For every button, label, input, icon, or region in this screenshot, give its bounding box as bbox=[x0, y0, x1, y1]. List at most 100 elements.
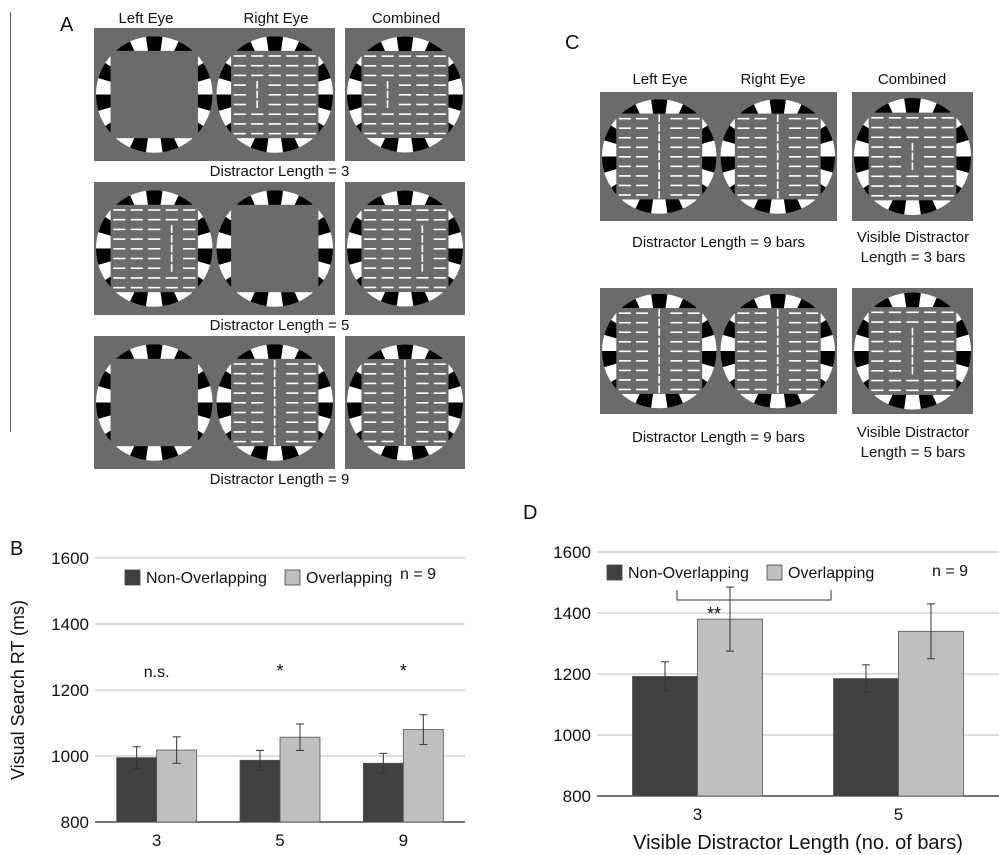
panel-a-row3-binocular-disc-bar bbox=[286, 411, 299, 414]
panel-a-row2-binocular-disc-bar bbox=[113, 218, 126, 221]
panel-a-row1-binocular-disc-vertical-bar bbox=[256, 90, 259, 99]
panel-c-row1-combined-svg bbox=[854, 98, 971, 215]
panel-a-row2-binocular-disc-bar bbox=[130, 248, 143, 250]
panel-c-row2-binocular-disc-bar bbox=[670, 388, 683, 391]
panel-c-row2-combined-disc-bar bbox=[941, 340, 954, 343]
panel-a-row2-combined-disc-bar bbox=[381, 209, 394, 211]
panel-a-row3-binocular-disc-bar bbox=[303, 372, 316, 375]
panel-a-row1-binocular-disc-bar bbox=[286, 94, 299, 96]
panel-a-row1-combined-disc-vertical-bar bbox=[386, 90, 389, 99]
panel-c-row1-binocular-disc-bar bbox=[806, 165, 819, 168]
panel-c-row1-combined-disc-bar bbox=[941, 156, 954, 158]
panel-c-row1-combined-disc-bar bbox=[941, 165, 954, 168]
panel-a-row2-binocular-disc-bar bbox=[165, 286, 178, 289]
panel-c-row1-binocular-disc-bar bbox=[636, 184, 649, 187]
panel-c-row1-binocular-disc-bar bbox=[618, 117, 631, 120]
panel-a-row1-combined-disc-bar bbox=[398, 103, 412, 106]
panel-c-row1-binocular-disc-bar bbox=[670, 136, 683, 139]
panel-a-row1-binocular-disc-bar bbox=[233, 64, 246, 67]
panel-a-row2-combined-disc-vertical-bar bbox=[421, 264, 424, 272]
panel-a-row2-combined-disc-bar bbox=[416, 286, 429, 289]
panel-c-row2-combined-disc-bar bbox=[923, 311, 937, 314]
panel-a-row2-binocular-disc-bar bbox=[165, 209, 178, 211]
panel-a-row1-binocular-disc-bar bbox=[303, 64, 316, 67]
panel-c-row1-binocular-disc-bar bbox=[687, 146, 700, 149]
panel-a-row1-binocular-disc-bar bbox=[233, 132, 246, 135]
panel-c-header-right-eye: Right Eye bbox=[740, 71, 806, 88]
panel-a-row3-binocular-disc bbox=[96, 344, 213, 461]
panel-a-row2-combined-disc-bar bbox=[364, 257, 377, 260]
panel-c-row2-binocular-disc-vertical-bar bbox=[658, 337, 660, 346]
panel-a-row1-combined-disc-bar bbox=[433, 74, 446, 77]
panel-a-row2-binocular-disc-bar bbox=[183, 248, 196, 250]
panel-a-row3-combined-disc-bar bbox=[364, 382, 377, 385]
panel-c-row2-combined-disc-bar bbox=[941, 321, 954, 323]
panel-c-row2-binocular-disc-bar bbox=[670, 331, 683, 334]
y-tick-label: 1200 bbox=[51, 681, 89, 700]
panel-a-header-right-eye: Right Eye bbox=[243, 10, 309, 27]
panel-a-row3-combined-disc-bar bbox=[416, 382, 429, 385]
panel-c-row1-binocular-disc-bar bbox=[670, 175, 683, 177]
panel-c-row2-binocular-disc-bar bbox=[754, 379, 767, 381]
panel-c-row2-binocular-disc-bar bbox=[618, 369, 631, 372]
panel-a-row3-binocular-disc-bar bbox=[233, 440, 246, 443]
panel-a-row3-combined-disc-bar bbox=[381, 363, 394, 365]
panel-a-row1-combined-disc-vertical-bar bbox=[386, 81, 389, 89]
panel-c-row2-binocular-disc-vertical-bar bbox=[658, 385, 660, 393]
panel-a-row1-combined-disc-bar bbox=[416, 123, 429, 125]
y-tick-label: 1200 bbox=[553, 665, 591, 684]
panel-c-row1-combined-disc-bar bbox=[941, 146, 954, 148]
panel-c-row1-combined bbox=[852, 92, 973, 221]
panel-a-row2-binocular-disc-bar bbox=[148, 248, 161, 250]
panel-c-row1-binocular-disc-bar bbox=[737, 165, 750, 168]
panel-c-row2-binocular-disc-bar bbox=[788, 340, 801, 343]
panel-c-row2-binocular-disc-bar bbox=[618, 379, 631, 381]
panel-a-row2-binocular-disc-bar bbox=[148, 267, 161, 270]
panel-c-row1-binocular-disc-vertical-bar bbox=[776, 171, 779, 180]
panel-c-row1-binocular-disc-bar bbox=[670, 156, 683, 158]
panel-a-row3-combined-disc-bar bbox=[381, 431, 394, 433]
panel-c-row2-binocular-disc-bar bbox=[754, 331, 767, 334]
panel-a-row1-combined-disc bbox=[347, 36, 463, 153]
panel-c-row1-binocular-disc-bar bbox=[754, 117, 767, 120]
panel-a-row1-combined-disc-bar bbox=[364, 123, 377, 125]
panel-a-row2-combined-disc-bar bbox=[433, 238, 446, 240]
panel-c-row2-binocular-disc-vertical-bar bbox=[776, 366, 779, 374]
panel-c-row2-binocular-disc-vertical-bar bbox=[658, 347, 660, 355]
panel-a-row3-binocular-disc-vertical-bar bbox=[273, 359, 276, 368]
panel-c-row1-binocular-disc-bar bbox=[636, 136, 649, 139]
panel-a-row3-binocular-disc bbox=[216, 344, 333, 461]
panel-a-row3-binocular-disc-vertical-bar bbox=[273, 437, 276, 446]
panel-c-row1-combined-disc-bar bbox=[888, 156, 902, 158]
panel-c-row1-binocular-disc-bar bbox=[618, 175, 631, 177]
panel-c-row2-visible-caption-line2: Length = 5 bars bbox=[860, 444, 966, 461]
panel-c-row1-combined-disc-bar bbox=[906, 175, 919, 178]
panel-c-row1-binocular-disc-bar bbox=[618, 127, 631, 129]
panel-c-row1-binocular-disc-bar bbox=[670, 146, 683, 149]
panel-c-row2-combined-disc bbox=[854, 292, 971, 410]
panel-a-row2-combined-disc-bar bbox=[381, 248, 394, 250]
panel-c-row1-binocular-disc-bar bbox=[687, 175, 700, 177]
significance-marker: * bbox=[400, 661, 407, 681]
panel-a-row1-binocular-disc-bar bbox=[303, 55, 316, 57]
panel-a-row1-combined-svg bbox=[347, 36, 463, 153]
panel-c-row1-binocular-disc-bar bbox=[754, 136, 767, 139]
panel-c-row2-binocular-disc-bar bbox=[618, 350, 631, 353]
panel-a-row2-binocular-disc-bar bbox=[130, 209, 143, 211]
panel-c-row1-binocular-disc-bar bbox=[618, 165, 631, 168]
panel-a-row1-combined-disc-bar bbox=[381, 65, 394, 67]
panel-a-row2-combined-disc-bar bbox=[381, 277, 394, 279]
panel-c-row1-visible-caption-line2: Length = 3 bars bbox=[860, 249, 966, 266]
panel-c-row2-combined-disc-bar bbox=[906, 311, 919, 314]
panel-c-row1-binocular-disc-bar bbox=[636, 117, 649, 120]
panel-a-row1-binocular-disc-bar bbox=[251, 132, 264, 135]
panel-c-row2-binocular-disc-bar bbox=[737, 379, 750, 381]
panel-c-header-combined: Combined bbox=[877, 71, 947, 88]
panel-a-row1-binocular-disc-vertical-bar bbox=[256, 80, 259, 89]
panel-c-row1-combined-disc-bar bbox=[923, 185, 937, 187]
panel-a-row3-combined-disc-bar bbox=[364, 431, 377, 433]
panel-c-row2-binocular-disc-bar bbox=[737, 312, 750, 314]
panel-c-row2-combined-disc-bar bbox=[888, 389, 902, 392]
panel-c-row1-binocular-disc-vertical-bar bbox=[658, 124, 660, 132]
panel-c-row1-visible-caption-line1: Visible Distractor bbox=[856, 229, 970, 246]
